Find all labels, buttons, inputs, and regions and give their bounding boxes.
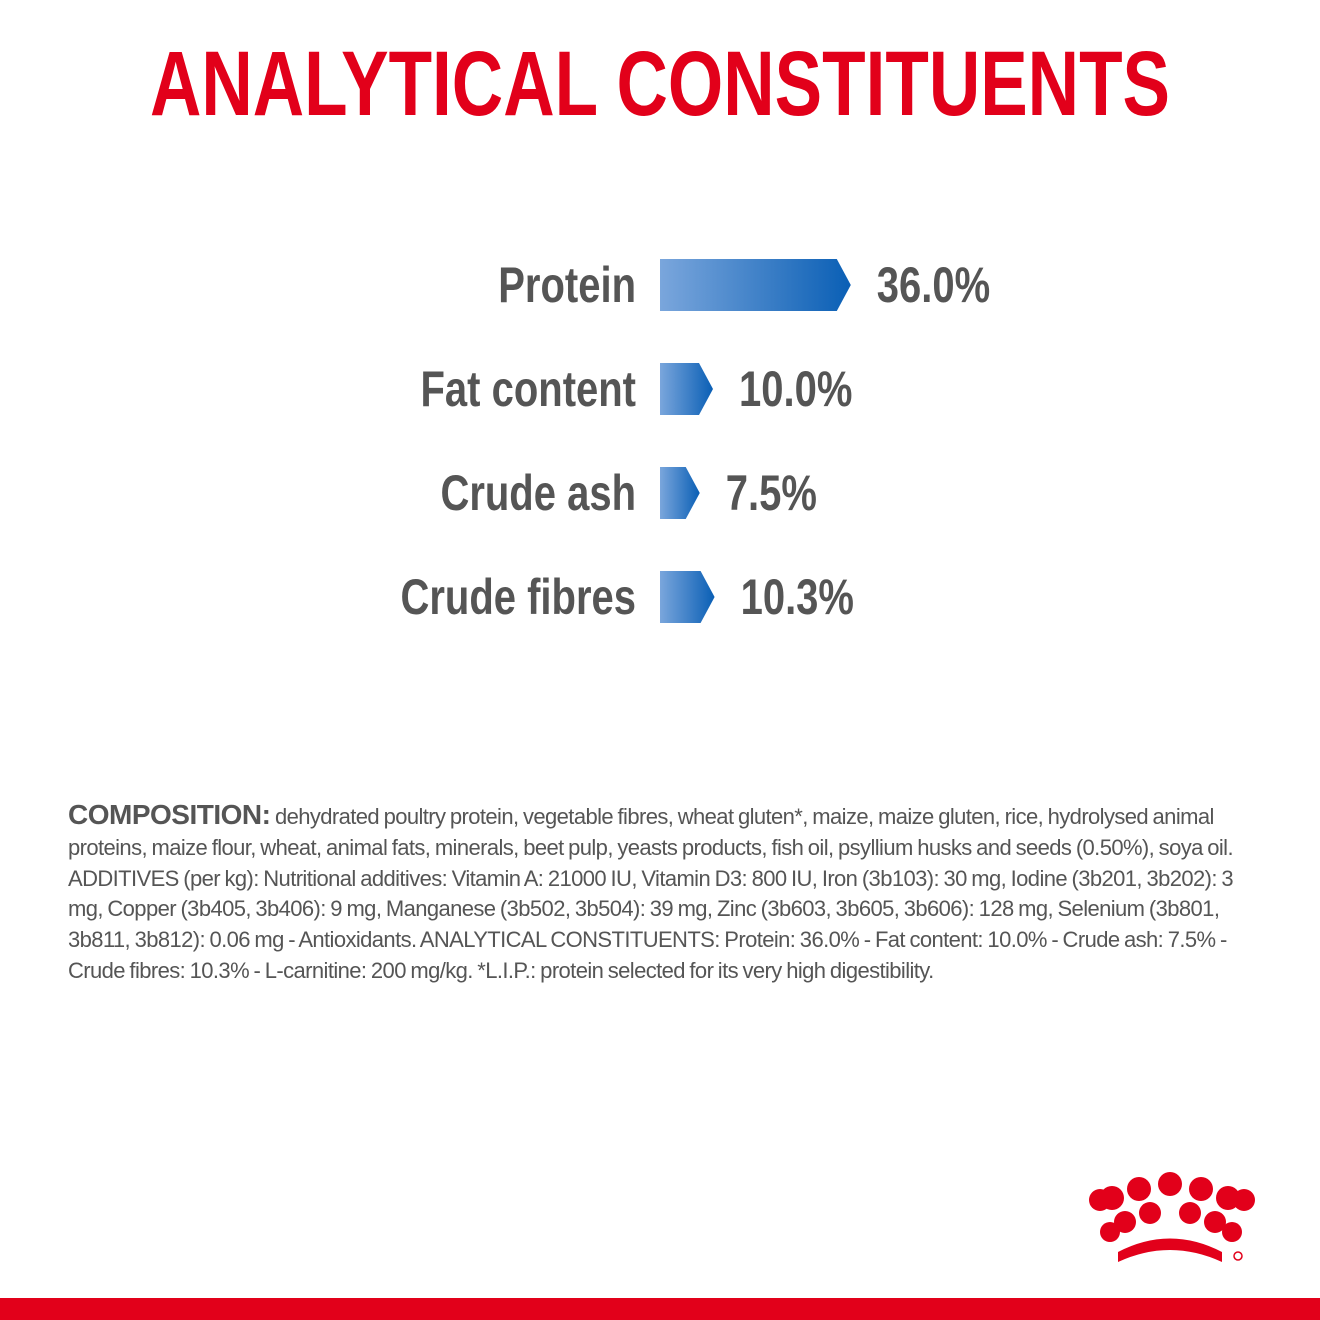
value-label: 10.0% (739, 361, 852, 417)
bar (660, 467, 700, 519)
value-label-group: 7.5% (726, 465, 817, 521)
value-label: 36.0% (877, 257, 990, 313)
composition-text: dehydrated poultry protein, vegetable fi… (68, 804, 1234, 983)
bar (660, 259, 851, 311)
value-label: 10.3% (741, 569, 854, 625)
category-label-group: Crude ash (440, 465, 636, 521)
value-label-group: 10.0% (739, 361, 852, 417)
bottom-band (0, 1298, 1320, 1320)
value-label-group: 36.0% (877, 257, 990, 313)
category-label-group: Crude fibres (400, 569, 636, 625)
chart: ANALYTICAL CONSTITUENTS Protein 36.0% Fat … (150, 33, 1170, 625)
category-label: Crude fibres (400, 569, 636, 625)
category-label: Fat content (421, 361, 636, 417)
category-label: Crude ash (440, 465, 636, 521)
category-label-group: Fat content (421, 361, 636, 417)
bar (660, 363, 713, 415)
composition-label: COMPOSITION: (68, 799, 271, 830)
category-label: Protein (498, 257, 636, 313)
value-label: 7.5% (726, 465, 817, 521)
value-label-group: 10.3% (741, 569, 854, 625)
composition: COMPOSITION: dehydrated poultry protein,… (68, 799, 1258, 987)
chart-title: ANALYTICAL CONSTITUENTS (150, 33, 1170, 135)
category-label-group: Protein (498, 257, 636, 313)
logo (1089, 1172, 1255, 1262)
bar (660, 571, 715, 623)
